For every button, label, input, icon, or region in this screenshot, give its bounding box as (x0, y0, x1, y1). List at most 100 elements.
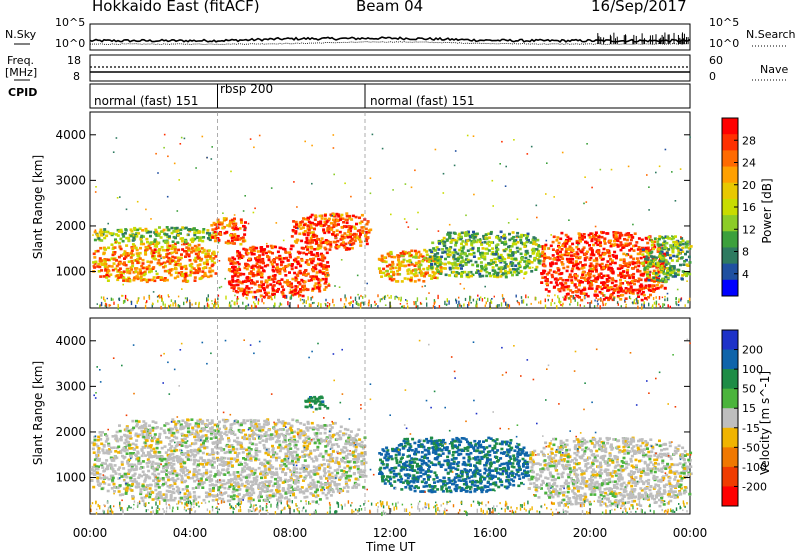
power-echo-cell (122, 253, 126, 256)
power-echo-cell (315, 271, 319, 274)
power-echo-cell (103, 260, 107, 263)
velocity-echo-cell (255, 454, 259, 457)
power-echo-cell (290, 290, 294, 294)
power-echo-cell (172, 302, 174, 307)
velocity-echo-cell (96, 444, 100, 448)
power-echo-cell (640, 238, 644, 242)
power-echo-cell (526, 153, 529, 155)
power-echo-cell (595, 287, 599, 291)
velocity-echo-cell (188, 495, 192, 499)
power-echo-cell (296, 206, 298, 208)
power-echo-cell (102, 275, 106, 278)
power-echo-cell (132, 236, 136, 240)
power-echo-cell (471, 247, 475, 250)
power-echo-cell (578, 234, 582, 238)
power-echo-cell (423, 274, 426, 278)
power-echo-cell (640, 292, 644, 296)
power-echo-cell (603, 237, 607, 240)
power-echo-cell (208, 232, 212, 235)
power-echo-cell (105, 273, 109, 277)
power-echo-cell (361, 301, 363, 304)
power-echo-cell (451, 266, 455, 270)
power-echo-cell (322, 229, 326, 233)
power-echo-cell (151, 302, 154, 305)
power-echo-cell (454, 263, 458, 267)
power-echo-cell (281, 292, 285, 296)
power-echo-cell (254, 303, 256, 308)
power-echo-cell (435, 246, 439, 249)
power-echo-cell (273, 304, 275, 308)
power-echo-cell (431, 241, 435, 245)
noise-panel-frame (89, 23, 691, 51)
power-echo-cell (236, 271, 240, 275)
velocity-echo-cell (274, 440, 278, 444)
velocity-echo-cell (276, 439, 280, 442)
power-echo-cell (520, 241, 523, 245)
power-echo-cell (581, 264, 585, 267)
power-echo-cell (650, 250, 654, 254)
power-echo-cell (183, 275, 187, 278)
power-echo-cell (204, 252, 208, 255)
power-echo-cell (588, 236, 592, 239)
power-echo-cell (251, 245, 255, 249)
power-echo-cell (607, 286, 610, 290)
power-echo-cell (242, 272, 246, 276)
power-echo-cell (319, 242, 323, 245)
power-echo-cell (110, 265, 114, 268)
power-echo-cell (510, 264, 514, 267)
power-echo-cell (413, 301, 415, 303)
power-echo-cell (296, 274, 300, 278)
power-echo-cell (309, 257, 312, 261)
power-echo-cell (624, 264, 628, 267)
power-echo-cell (501, 267, 505, 270)
power-echo-cell (115, 274, 119, 277)
power-echo-cell (168, 304, 170, 309)
power-echo-cell (304, 269, 308, 272)
power-echo-cell (121, 239, 125, 243)
power-echo-cell (328, 303, 331, 306)
power-echo-cell (431, 275, 435, 278)
power-echo-cell (309, 236, 313, 240)
power-echo-cell (493, 271, 497, 274)
power-echo-cell (643, 303, 645, 308)
velocity-echo-cell (186, 472, 190, 476)
velocity-echo-cell (344, 457, 348, 460)
velocity-echo-cell (344, 454, 348, 458)
power-echo-cell (101, 232, 105, 236)
power-echo-cell (669, 305, 671, 309)
power-echo-cell (312, 253, 316, 257)
power-echo-cell (193, 233, 197, 237)
power-echo-cell (652, 247, 655, 251)
power-echo-cell (211, 236, 215, 239)
power-echo-cell (502, 235, 506, 238)
power-echo-cell (553, 285, 556, 289)
power-echo-cell (609, 269, 613, 273)
power-echo-cell (421, 255, 425, 258)
power-echo-cell (495, 305, 498, 308)
power-echo-cell (168, 305, 171, 309)
power-echo-cell (112, 258, 116, 261)
power-echo-cell (94, 260, 98, 264)
velocity-echo-cell (261, 434, 265, 438)
power-echo-cell (382, 271, 386, 275)
velocity-echo-cell (357, 453, 361, 456)
power-echo-cell (663, 254, 667, 257)
velocity-echo-cell (326, 459, 329, 462)
power-echo-cell (686, 280, 688, 282)
power-echo-cell (216, 220, 220, 224)
velocity-echo-cell (272, 453, 275, 456)
power-echo-cell (309, 221, 313, 225)
power-echo-cell (217, 223, 221, 226)
power-echo-cell (207, 298, 209, 302)
power-echo-cell (653, 258, 657, 262)
power-echo-cell (409, 278, 413, 282)
power-echo-cell (433, 253, 437, 256)
power-echo-cell (482, 255, 486, 259)
power-echo-cell (195, 167, 197, 169)
power-echo-cell (139, 242, 143, 246)
power-echo-cell (403, 218, 406, 220)
power-echo-cell (577, 296, 579, 299)
power-echo-cell (349, 226, 353, 230)
power-echo-cell (417, 267, 421, 271)
power-echo-cell (452, 257, 456, 260)
